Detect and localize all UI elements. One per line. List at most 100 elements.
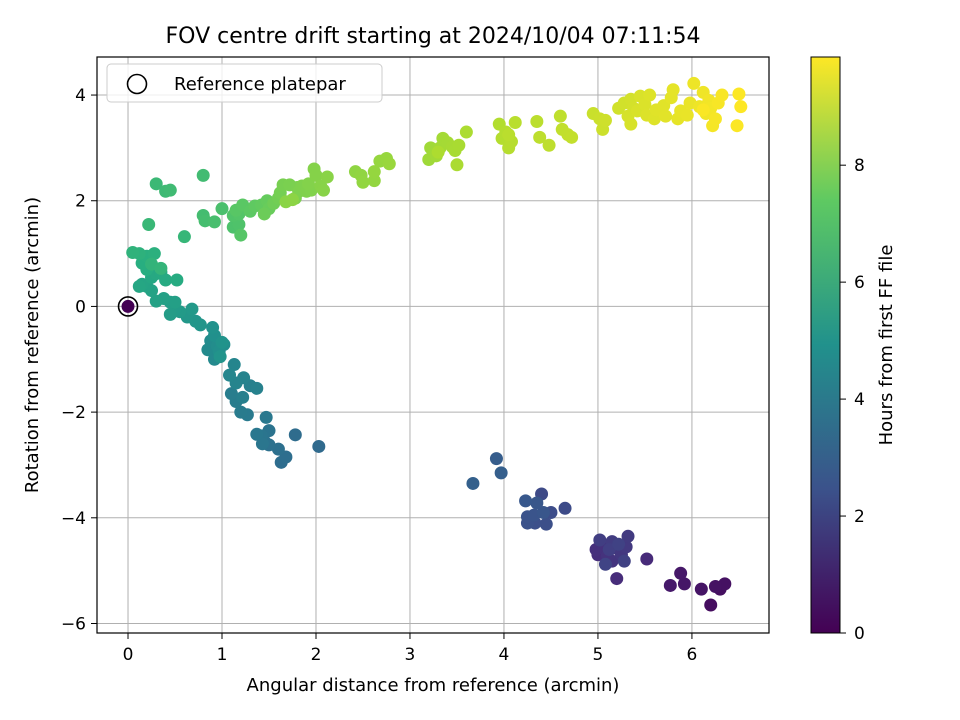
- data-point: [215, 335, 229, 349]
- data-point: [431, 145, 445, 159]
- data-point: [459, 125, 473, 139]
- data-point: [236, 390, 250, 404]
- data-point: [213, 350, 227, 364]
- data-point: [367, 165, 381, 179]
- colorbar-ticks: 0 2 4 6 8: [840, 156, 865, 644]
- data-point: [593, 533, 607, 547]
- x-tick-label: 4: [499, 645, 510, 665]
- data-point: [680, 108, 694, 122]
- data-point: [215, 202, 229, 216]
- data-point: [450, 158, 464, 172]
- data-point: [502, 128, 516, 142]
- data-point: [257, 207, 271, 221]
- data-point: [624, 117, 638, 131]
- y-tick-label: 4: [75, 86, 86, 106]
- x-tick-label: 0: [123, 645, 134, 665]
- data-point: [142, 218, 156, 232]
- data-point: [170, 273, 184, 287]
- data-point: [288, 428, 302, 442]
- data-point: [730, 119, 744, 133]
- data-point: [715, 88, 729, 102]
- data-point: [168, 295, 182, 309]
- data-point: [312, 439, 326, 453]
- x-tick-label: 6: [687, 645, 698, 665]
- x-axis-ticks: 0 1 2 3 4 5 6: [123, 633, 698, 665]
- data-point: [542, 138, 556, 152]
- data-point: [612, 537, 626, 551]
- data-point: [452, 138, 466, 152]
- data-point: [367, 174, 381, 188]
- data-point: [539, 517, 553, 531]
- data-point: [259, 410, 273, 424]
- data-point: [466, 476, 480, 490]
- data-point: [206, 321, 220, 335]
- data-point: [250, 427, 264, 441]
- data-point: [163, 307, 177, 321]
- data-point: [508, 116, 522, 130]
- colorbar-tick-label: 0: [854, 624, 865, 644]
- data-point: [224, 387, 238, 401]
- data-point: [126, 246, 140, 260]
- data-point: [177, 230, 191, 244]
- colorbar-tick-label: 6: [854, 273, 865, 293]
- data-point: [223, 368, 237, 382]
- grid-lines: [97, 57, 769, 633]
- data-point: [565, 130, 579, 144]
- data-point: [687, 76, 701, 90]
- data-point: [696, 103, 710, 117]
- y-tick-label: −2: [61, 403, 86, 423]
- data-point: [317, 183, 331, 197]
- x-axis-label: Angular distance from reference (arcmin): [247, 675, 620, 696]
- data-point: [610, 572, 624, 586]
- data-point: [159, 273, 173, 287]
- reference-ring: [117, 296, 139, 317]
- data-point: [598, 113, 612, 127]
- data-point: [382, 157, 396, 171]
- y-tick-label: −6: [61, 614, 86, 634]
- x-tick-label: 2: [311, 645, 322, 665]
- data-points: [126, 76, 748, 612]
- legend-box: [106, 63, 383, 103]
- data-point: [732, 87, 746, 101]
- data-point: [255, 437, 269, 451]
- y-tick-label: 0: [75, 297, 86, 317]
- data-point: [185, 302, 199, 316]
- data-point: [530, 114, 544, 128]
- data-point: [640, 552, 654, 566]
- data-point: [234, 405, 248, 419]
- data-point: [530, 496, 544, 510]
- colorbar-tick-label: 2: [854, 507, 865, 527]
- data-point: [674, 566, 688, 580]
- data-point: [494, 466, 508, 480]
- data-point: [598, 557, 612, 571]
- plot-frame: [96, 56, 770, 634]
- data-point: [234, 228, 248, 242]
- data-point: [694, 582, 708, 596]
- reference-point: [121, 299, 135, 313]
- colorbar-label: Hours from first FF file: [876, 245, 897, 446]
- data-point: [489, 452, 503, 466]
- data-point: [659, 109, 673, 123]
- colorbar-gradient: [810, 56, 841, 634]
- data-point: [149, 177, 163, 191]
- data-point: [558, 501, 572, 515]
- colorbar-tick-label: 8: [854, 156, 865, 176]
- data-point: [708, 579, 722, 593]
- data-point: [708, 112, 722, 126]
- data-point: [621, 529, 635, 543]
- data-point: [198, 214, 212, 228]
- y-axis-label: Rotation from reference (arcmin): [22, 197, 43, 493]
- data-point: [533, 130, 547, 144]
- reference-marker: [117, 296, 139, 317]
- x-tick-label: 5: [593, 645, 604, 665]
- data-point: [677, 577, 691, 591]
- data-point: [285, 193, 299, 207]
- data-point: [250, 381, 264, 395]
- data-point: [163, 183, 177, 197]
- legend-marker: [126, 73, 148, 95]
- data-point: [301, 177, 315, 191]
- data-point: [666, 83, 680, 97]
- data-point: [704, 598, 718, 612]
- colorbar-tick-label: 4: [854, 390, 865, 410]
